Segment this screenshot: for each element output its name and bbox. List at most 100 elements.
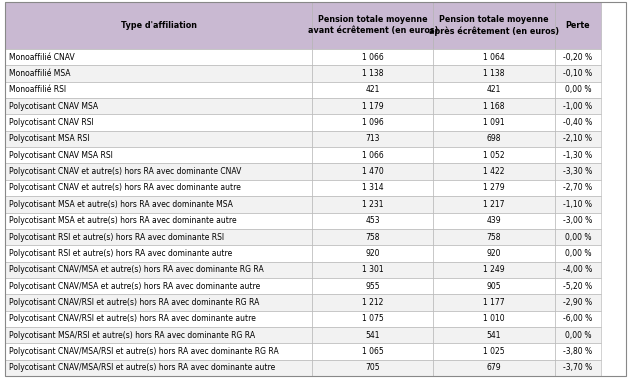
Text: 453: 453 — [365, 216, 380, 225]
Text: 1 066: 1 066 — [362, 151, 384, 160]
Bar — [312, 262, 433, 278]
Text: -3,70 %: -3,70 % — [563, 363, 593, 372]
Text: -3,80 %: -3,80 % — [563, 347, 593, 356]
Bar — [312, 360, 433, 376]
Text: 1 301: 1 301 — [362, 265, 384, 274]
Bar — [555, 147, 601, 163]
Text: 1 168: 1 168 — [483, 102, 505, 111]
Text: 1 138: 1 138 — [362, 69, 384, 78]
Bar — [312, 180, 433, 196]
Text: 713: 713 — [366, 135, 380, 143]
Text: 698: 698 — [487, 135, 501, 143]
Text: Perte: Perte — [565, 21, 590, 30]
Bar — [5, 262, 312, 278]
Bar — [5, 360, 312, 376]
Text: 1 314: 1 314 — [362, 183, 384, 192]
Text: 1 065: 1 065 — [362, 347, 384, 356]
Bar — [5, 163, 312, 180]
Bar — [312, 278, 433, 294]
Bar — [312, 131, 433, 147]
Bar — [555, 327, 601, 343]
Bar — [433, 294, 555, 311]
Bar — [5, 49, 312, 65]
Bar — [312, 294, 433, 311]
Bar — [5, 115, 312, 131]
Bar — [555, 98, 601, 115]
Text: 1 249: 1 249 — [483, 265, 505, 274]
Text: 758: 758 — [366, 232, 380, 242]
Text: 439: 439 — [487, 216, 501, 225]
Text: 679: 679 — [487, 363, 501, 372]
Text: 0,00 %: 0,00 % — [565, 331, 591, 340]
Text: Monoaffilié MSA: Monoaffilié MSA — [9, 69, 71, 78]
Bar — [5, 327, 312, 343]
Bar — [555, 343, 601, 360]
Bar — [5, 98, 312, 115]
Text: 758: 758 — [487, 232, 501, 242]
Text: Polycotisant CNAV/RSI et autre(s) hors RA avec dominante RG RA: Polycotisant CNAV/RSI et autre(s) hors R… — [9, 298, 260, 307]
Bar — [433, 311, 555, 327]
Bar — [312, 311, 433, 327]
Text: Polycotisant CNAV/MSA/RSI et autre(s) hors RA avec dominante autre: Polycotisant CNAV/MSA/RSI et autre(s) ho… — [9, 363, 276, 372]
Bar — [555, 360, 601, 376]
Bar — [555, 229, 601, 245]
Text: 1 066: 1 066 — [362, 53, 384, 62]
Text: 1 064: 1 064 — [483, 53, 505, 62]
Bar — [5, 294, 312, 311]
Text: -1,10 %: -1,10 % — [563, 200, 593, 209]
Bar — [5, 311, 312, 327]
Bar — [433, 180, 555, 196]
Text: Monoaffilié CNAV: Monoaffilié CNAV — [9, 53, 75, 62]
Text: -2,90 %: -2,90 % — [563, 298, 593, 307]
Text: 0,00 %: 0,00 % — [565, 232, 591, 242]
Bar — [312, 49, 433, 65]
Text: 541: 541 — [366, 331, 380, 340]
Text: Polycotisant CNAV MSA RSI: Polycotisant CNAV MSA RSI — [9, 151, 114, 160]
Text: -6,00 %: -6,00 % — [563, 314, 593, 323]
Bar — [555, 131, 601, 147]
Bar — [312, 343, 433, 360]
Text: -5,20 %: -5,20 % — [563, 282, 593, 291]
Text: -4,00 %: -4,00 % — [563, 265, 593, 274]
Bar — [312, 212, 433, 229]
Bar — [555, 212, 601, 229]
Bar — [433, 360, 555, 376]
Text: Pension totale moyenne
avant écrêtement (en euros): Pension totale moyenne avant écrêtement … — [308, 15, 438, 36]
Bar — [555, 163, 601, 180]
Text: 1 025: 1 025 — [483, 347, 505, 356]
Bar — [555, 262, 601, 278]
Bar — [433, 65, 555, 82]
Text: Type d'affiliation: Type d'affiliation — [121, 21, 197, 30]
Bar — [433, 262, 555, 278]
Text: Polycotisant CNAV/MSA et autre(s) hors RA avec dominante autre: Polycotisant CNAV/MSA et autre(s) hors R… — [9, 282, 261, 291]
Bar — [312, 65, 433, 82]
Text: -2,70 %: -2,70 % — [563, 183, 593, 192]
Text: -3,30 %: -3,30 % — [563, 167, 593, 176]
Bar — [5, 131, 312, 147]
Bar — [433, 327, 555, 343]
Text: Polycotisant RSI et autre(s) hors RA avec dominante autre: Polycotisant RSI et autre(s) hors RA ave… — [9, 249, 233, 258]
Bar — [555, 49, 601, 65]
Text: 1 177: 1 177 — [483, 298, 505, 307]
Text: Polycotisant CNAV et autre(s) hors RA avec dominante CNAV: Polycotisant CNAV et autre(s) hors RA av… — [9, 167, 242, 176]
Text: Polycotisant CNAV et autre(s) hors RA avec dominante autre: Polycotisant CNAV et autre(s) hors RA av… — [9, 183, 241, 192]
Text: 421: 421 — [366, 85, 380, 94]
Bar — [555, 311, 601, 327]
Bar — [5, 196, 312, 212]
Text: -0,40 %: -0,40 % — [563, 118, 593, 127]
Bar — [433, 82, 555, 98]
Text: 1 422: 1 422 — [483, 167, 505, 176]
Bar — [433, 212, 555, 229]
Text: Monoaffilié RSI: Monoaffilié RSI — [9, 85, 67, 94]
Text: 1 075: 1 075 — [362, 314, 384, 323]
Text: 1 138: 1 138 — [483, 69, 505, 78]
Text: 955: 955 — [365, 282, 380, 291]
Text: 1 212: 1 212 — [362, 298, 384, 307]
Text: 1 217: 1 217 — [483, 200, 505, 209]
Text: Polycotisant CNAV RSI: Polycotisant CNAV RSI — [9, 118, 94, 127]
Text: 1 231: 1 231 — [362, 200, 384, 209]
Text: Polycotisant CNAV/MSA/RSI et autre(s) hors RA avec dominante RG RA: Polycotisant CNAV/MSA/RSI et autre(s) ho… — [9, 347, 279, 356]
Bar — [5, 82, 312, 98]
Bar — [555, 65, 601, 82]
Bar — [312, 245, 433, 262]
